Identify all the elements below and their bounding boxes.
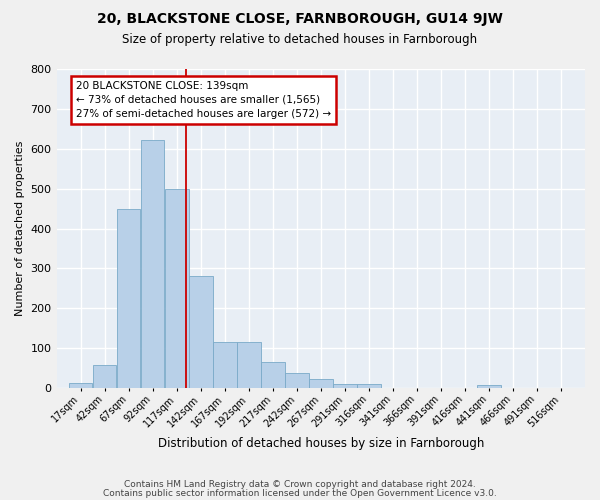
Bar: [477, 386, 501, 388]
X-axis label: Distribution of detached houses by size in Farnborough: Distribution of detached houses by size …: [158, 437, 484, 450]
Text: Size of property relative to detached houses in Farnborough: Size of property relative to detached ho…: [122, 32, 478, 46]
Text: Contains HM Land Registry data © Crown copyright and database right 2024.: Contains HM Land Registry data © Crown c…: [124, 480, 476, 489]
Bar: [309, 380, 332, 388]
Bar: [68, 384, 92, 388]
Bar: [357, 384, 380, 388]
Bar: [213, 342, 236, 388]
Bar: [261, 362, 284, 388]
Bar: [237, 342, 260, 388]
Bar: [189, 276, 212, 388]
Bar: [165, 188, 188, 388]
Text: Contains public sector information licensed under the Open Government Licence v3: Contains public sector information licen…: [103, 490, 497, 498]
Text: 20, BLACKSTONE CLOSE, FARNBOROUGH, GU14 9JW: 20, BLACKSTONE CLOSE, FARNBOROUGH, GU14 …: [97, 12, 503, 26]
Bar: [333, 384, 356, 388]
Bar: [117, 210, 140, 388]
Bar: [285, 373, 308, 388]
Y-axis label: Number of detached properties: Number of detached properties: [15, 141, 25, 316]
Bar: [141, 140, 164, 388]
Bar: [93, 366, 116, 388]
Text: 20 BLACKSTONE CLOSE: 139sqm
← 73% of detached houses are smaller (1,565)
27% of : 20 BLACKSTONE CLOSE: 139sqm ← 73% of det…: [76, 81, 331, 119]
